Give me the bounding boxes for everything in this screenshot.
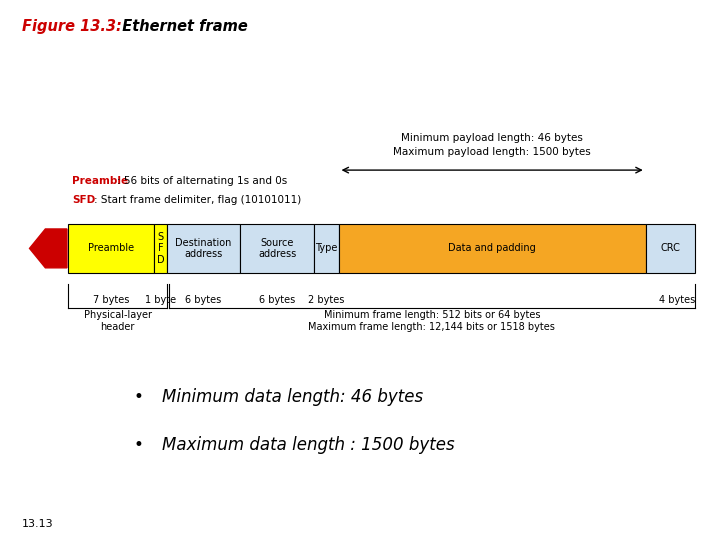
Bar — [314, 224, 338, 273]
Text: 13.13: 13.13 — [22, 519, 53, 529]
Text: 2 bytes: 2 bytes — [308, 295, 344, 306]
Bar — [68, 224, 154, 273]
Text: Minimum data length: 46 bytes: Minimum data length: 46 bytes — [162, 388, 423, 406]
Bar — [338, 224, 646, 273]
Bar — [154, 224, 166, 273]
Text: Maximum data length : 1500 bytes: Maximum data length : 1500 bytes — [162, 436, 454, 455]
Text: 7 bytes: 7 bytes — [93, 295, 130, 306]
Bar — [240, 224, 314, 273]
Text: •: • — [133, 436, 143, 455]
Text: 6 bytes: 6 bytes — [185, 295, 222, 306]
Bar — [646, 224, 695, 273]
Text: Physical-layer
header: Physical-layer header — [84, 310, 151, 332]
FancyArrow shape — [30, 229, 67, 268]
Text: : Start frame delimiter, flag (10101011): : Start frame delimiter, flag (10101011) — [94, 195, 301, 205]
Text: Ethernet frame: Ethernet frame — [112, 19, 248, 34]
Text: Type: Type — [315, 244, 338, 253]
Text: : 56 bits of alternating 1s and 0s: : 56 bits of alternating 1s and 0s — [117, 176, 287, 186]
Text: Maximum payload length: 1500 bytes: Maximum payload length: 1500 bytes — [393, 146, 591, 157]
Text: SFD: SFD — [72, 195, 95, 205]
Text: Data and padding: Data and padding — [449, 244, 536, 253]
Text: 6 bytes: 6 bytes — [259, 295, 295, 306]
Text: CRC: CRC — [660, 244, 680, 253]
Text: S
F
D: S F D — [157, 232, 164, 265]
Text: 1 byte: 1 byte — [145, 295, 176, 306]
Text: Source
address: Source address — [258, 238, 297, 259]
Text: Minimum payload length: 46 bytes: Minimum payload length: 46 bytes — [401, 133, 583, 143]
Bar — [166, 224, 240, 273]
Text: Destination
address: Destination address — [175, 238, 232, 259]
Text: Preamble: Preamble — [72, 176, 128, 186]
Text: 4 bytes: 4 bytes — [659, 295, 695, 306]
Text: Figure 13.3:: Figure 13.3: — [22, 19, 122, 34]
Text: Minimum frame length: 512 bits or 64 bytes
Maximum frame length: 12,144 bits or : Minimum frame length: 512 bits or 64 byt… — [308, 310, 555, 332]
Text: •: • — [133, 388, 143, 406]
Text: Preamble: Preamble — [89, 244, 135, 253]
